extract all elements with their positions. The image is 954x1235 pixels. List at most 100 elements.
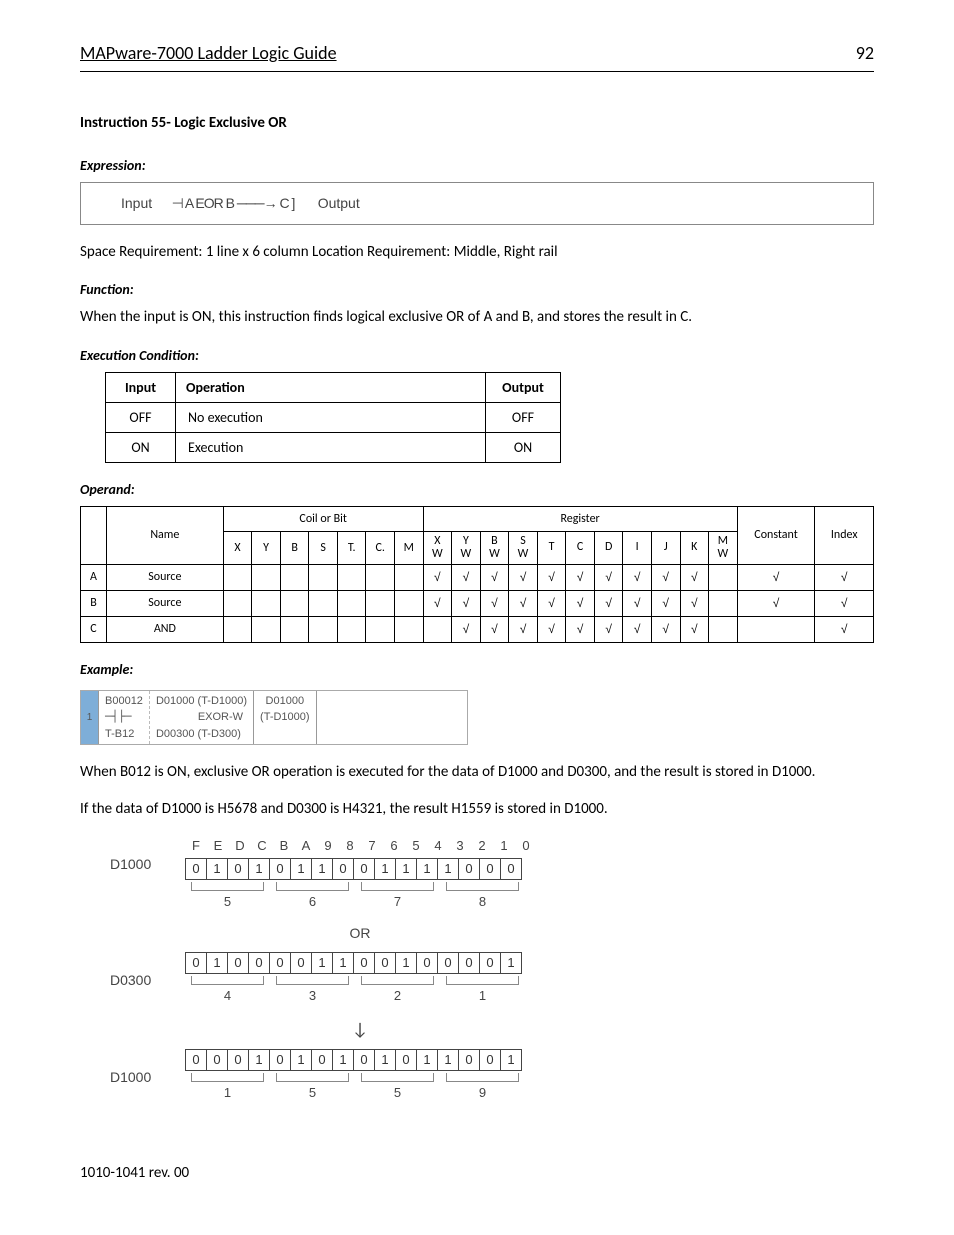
operand-cell: √ [480,590,509,616]
bit-cell: 0 [227,858,249,880]
bit-diagram: D1000FEDCBA98765432100101011001111000567… [110,836,874,1102]
operand-cell: √ [815,616,874,642]
exec-hdr-input: Input [106,372,176,402]
instruction-title: Instruction 55- Logic Exclusive OR [80,112,874,135]
expr-output: Output [318,195,360,211]
operand-cell [337,564,366,590]
bit-cell: 1 [374,1049,396,1071]
bit-cell: 0 [290,952,312,974]
operand-cell: B [81,590,107,616]
operand-cell: √ [680,616,709,642]
nibble-value: 1 [440,976,525,1006]
bit-cell: 0 [353,952,375,974]
bit-cell: 0 [269,952,291,974]
operand-cell: √ [737,564,815,590]
op-sub-coil: X [223,531,252,564]
operand-cell: Source [106,590,223,616]
function-label: Function: [80,279,874,300]
nibble-value: 2 [355,976,440,1006]
operand-cell [737,616,815,642]
bit-cell: 0 [353,858,375,880]
bit-cell: 0 [374,952,396,974]
bit-col-header: 3 [449,836,471,856]
op-sub-reg: T [537,531,566,564]
operand-cell: √ [651,616,680,642]
operand-cell: √ [423,590,452,616]
operand-cell [280,564,309,590]
operand-cell: A [81,564,107,590]
operand-cell: √ [651,590,680,616]
operand-cell: √ [623,564,652,590]
op-hdr-idx: Index [815,506,874,564]
bit-cell: 0 [395,1049,417,1071]
contact-tag: T-B12 [105,728,134,740]
bit-row: D1000FEDCBA98765432100101011001111000567… [110,836,874,911]
bit-cell: 0 [227,1049,249,1071]
bit-cell: 0 [479,952,501,974]
bit-cell: 0 [269,1049,291,1071]
operand-cell: √ [537,564,566,590]
operand-cell [709,564,738,590]
bit-col-header: 0 [515,836,537,856]
bit-col-header: 8 [339,836,361,856]
operand-row: CAND√√√√√√√√√√ [81,616,874,642]
nibble-value: 3 [270,976,355,1006]
bit-row: D030001000011001000014321 [110,952,874,1006]
op-hdr-reg: Register [423,506,737,531]
operand-cell: √ [594,616,623,642]
operand-cell [252,616,281,642]
operand-cell: √ [566,616,595,642]
bit-col-header: 6 [383,836,405,856]
space-requirement: Space Requirement: 1 line x 6 column Loc… [80,241,874,264]
bit-col-header: B [273,836,295,856]
bit-col-header: 1 [493,836,515,856]
operand-cell [309,616,338,642]
nibble-value: 1 [185,1073,270,1103]
bit-cell: 0 [185,858,207,880]
bit-cell: 0 [269,858,291,880]
bit-cell: 0 [479,1049,501,1071]
operand-cell [280,590,309,616]
nibble-value: 9 [440,1073,525,1103]
bit-cell: 1 [395,858,417,880]
operand-cell: √ [651,564,680,590]
operand-cell [252,590,281,616]
op-sub-reg: D [594,531,623,564]
bit-cell: 0 [500,858,522,880]
footer: 1010-1041 rev. 00 [80,1162,874,1185]
operand-cell: √ [737,590,815,616]
operand-cell [395,564,424,590]
exec-hdr-output: Output [486,372,561,402]
bit-cell: 1 [290,858,312,880]
nibble-value: 5 [355,1073,440,1103]
op-sub-coil: T. [337,531,366,564]
example-ladder: 1 B00012 ─┤├─ T-B12 D01000 (T-D1000) EXO… [80,690,468,746]
op-sub-reg: X W [423,531,452,564]
operand-cell [366,564,395,590]
bit-cell: 1 [437,858,459,880]
bit-row-label: D0300 [110,952,185,991]
bit-cell: 1 [332,952,354,974]
op-name: EXOR-W [198,711,243,723]
op-sub-reg: B W [480,531,509,564]
bit-col-header: 4 [427,836,449,856]
nibble-value: 6 [270,882,355,912]
operand-cell: √ [423,564,452,590]
operand-cell: √ [480,564,509,590]
example-text-1: When B012 is ON, exclusive OR operation … [80,761,874,784]
operand-cell: √ [815,564,874,590]
bit-col-header: 2 [471,836,493,856]
bit-cell: 1 [332,1049,354,1071]
expression-label: Expression: [80,155,874,176]
nibble-value: 5 [185,882,270,912]
operand-cell [280,616,309,642]
example-text-2: If the data of D1000 is H5678 and D0300 … [80,798,874,821]
operand-cell [309,590,338,616]
operand-cell: √ [452,616,481,642]
bit-cell: 0 [311,1049,333,1071]
operand-cell: √ [680,564,709,590]
bit-cell: 1 [500,1049,522,1071]
execution-table: Input Operation Output OFF No execution … [105,372,561,463]
exec-cell: ON [486,432,561,462]
bit-cell: 0 [437,952,459,974]
